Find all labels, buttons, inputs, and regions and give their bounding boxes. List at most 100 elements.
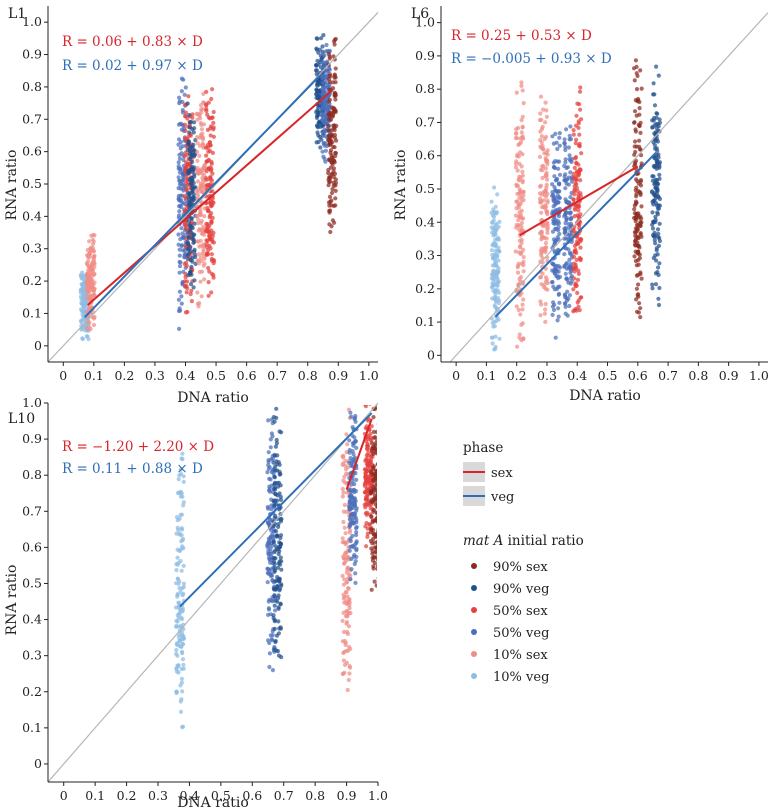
data-point	[349, 414, 354, 419]
data-point	[632, 254, 637, 259]
data-point	[331, 183, 336, 188]
data-point	[206, 280, 211, 285]
data-point	[91, 239, 96, 244]
data-point	[345, 609, 350, 614]
cluster-50-pct-veg	[346, 410, 359, 586]
data-point	[371, 451, 376, 456]
data-point	[316, 88, 321, 93]
x-tick-label: 0.6	[628, 368, 648, 383]
data-point	[272, 419, 277, 424]
data-point	[328, 229, 333, 235]
data-point	[632, 207, 637, 212]
data-point	[370, 541, 375, 546]
data-point	[195, 158, 200, 163]
data-point	[351, 443, 356, 448]
data-point	[180, 231, 185, 236]
data-point	[573, 177, 579, 182]
data-point	[321, 33, 326, 38]
data-point	[192, 120, 197, 125]
data-point	[636, 310, 642, 315]
data-point	[492, 209, 497, 214]
data-point	[577, 308, 582, 313]
data-point	[82, 302, 87, 307]
data-point	[545, 152, 550, 157]
data-point	[651, 192, 657, 197]
data-point	[206, 100, 211, 105]
x-tick-label: 0.1	[84, 368, 104, 383]
y-tick-label: 0.5	[22, 176, 42, 191]
data-point	[321, 89, 326, 94]
data-point	[556, 221, 562, 226]
data-point	[653, 177, 658, 182]
data-point	[365, 534, 370, 540]
data-point	[320, 111, 325, 116]
data-point	[518, 175, 523, 180]
data-point	[563, 271, 568, 276]
data-point	[491, 272, 496, 277]
data-point	[653, 214, 658, 219]
data-point	[345, 442, 350, 447]
data-point	[188, 269, 193, 274]
data-point	[209, 258, 214, 263]
data-point	[183, 85, 188, 90]
data-point	[563, 301, 568, 306]
data-point	[174, 669, 180, 674]
y-tick-label: 0.5	[22, 575, 42, 590]
data-point	[334, 123, 339, 128]
data-point	[364, 512, 369, 517]
data-point	[333, 188, 338, 193]
x-tick-label: 0	[59, 368, 67, 383]
data-point	[540, 143, 545, 149]
data-point	[181, 500, 186, 505]
cluster-50-pct-veg	[562, 124, 575, 318]
data-point	[521, 263, 526, 268]
data-point	[180, 724, 186, 729]
data-point	[342, 649, 347, 655]
data-point	[348, 521, 353, 526]
data-point	[571, 261, 577, 266]
data-point	[568, 216, 573, 221]
data-point	[331, 144, 336, 149]
data-point	[557, 143, 562, 148]
data-point	[539, 200, 544, 205]
data-point	[178, 471, 184, 477]
data-point	[188, 282, 194, 287]
data-point	[209, 96, 214, 102]
data-point	[177, 326, 182, 331]
data-point	[354, 554, 359, 560]
data-point	[343, 614, 349, 619]
data-point	[178, 494, 183, 499]
data-point	[350, 512, 355, 517]
data-point	[639, 204, 644, 209]
data-point	[551, 307, 557, 313]
data-point	[191, 130, 196, 135]
data-point	[657, 117, 662, 122]
data-point	[191, 240, 196, 245]
data-point	[327, 72, 332, 77]
data-point	[519, 220, 525, 226]
y-tick-label: 0.4	[415, 214, 435, 229]
data-point	[176, 615, 181, 621]
data-point	[348, 410, 353, 415]
data-point	[189, 230, 194, 236]
y-tick-label: 0.1	[22, 720, 42, 735]
y-tick-label: 0.6	[415, 148, 435, 163]
data-point	[537, 154, 543, 159]
data-point	[654, 146, 659, 151]
data-point	[341, 519, 346, 525]
data-point	[344, 601, 349, 606]
data-point	[277, 588, 282, 593]
x-tick-label: 1.0	[368, 788, 388, 803]
data-point	[365, 477, 370, 482]
data-point	[191, 192, 196, 197]
data-point	[636, 249, 641, 254]
data-point	[178, 204, 183, 210]
data-point	[199, 189, 204, 194]
data-point	[519, 322, 524, 327]
y-tick-label: 0.4	[22, 612, 42, 627]
data-point	[655, 270, 660, 275]
data-point	[364, 544, 369, 549]
data-point	[638, 315, 643, 320]
data-point	[369, 514, 374, 519]
data-point	[651, 81, 656, 86]
